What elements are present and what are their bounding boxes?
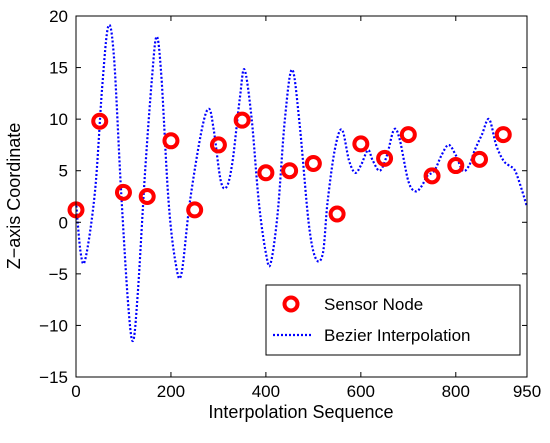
x-tick-label: 0 [71,382,80,401]
legend-box [265,284,521,356]
sensor-node-point [281,162,299,180]
sensor-node-point [447,157,465,175]
plot-frame [75,15,528,378]
y-axis-label: Z−axis Coordinate [4,123,24,270]
sensor-node-point [304,154,322,172]
legend-marker-sensor-node [282,295,300,313]
y-tick-label: 20 [49,7,68,26]
legend: Sensor Node Bezier Interpolation [265,284,521,356]
sensor-node-point [186,201,204,219]
x-tick-label: 200 [157,382,185,401]
sensor-node-point [162,132,180,150]
y-tick-label: 15 [49,59,68,78]
y-tick-label: −5 [49,265,68,284]
y-tick-label: 5 [59,162,68,181]
legend-label-bezier-interpolation: Bezier Interpolation [324,326,470,345]
series-layer [67,23,529,343]
sensor-node-point [257,164,275,182]
x-axis-label: Interpolation Sequence [208,402,393,422]
sensor-node-point [471,150,489,168]
sensor-node-point [209,136,227,154]
sensor-node-point [376,149,394,167]
series-bezier-interpolation-line [74,23,529,343]
sensor-node-point [138,188,156,205]
y-tick-label: −15 [39,368,68,387]
y-tick-label: 10 [49,110,68,129]
sensor-node-point [423,167,441,185]
y-tick-label: 0 [59,213,68,232]
x-tick-label: 800 [442,382,470,401]
x-tick-label: 600 [347,382,375,401]
sensor-node-point [233,111,251,129]
sensor-node-point [114,183,132,201]
legend-label-sensor-node: Sensor Node [324,295,423,314]
x-tick-label: 400 [252,382,280,401]
ticks-layer: 0 200 400 600 800 950 −15 −10 −5 0 5 10 15 20 [39,7,541,401]
x-tick-label: 950 [513,382,541,401]
sensor-node-point [399,126,417,144]
sensor-node-point [352,135,370,153]
sensor-node-point [494,126,512,144]
sensor-node-point [328,205,346,223]
y-tick-label: −10 [39,316,68,335]
sensor-node-point [91,112,109,130]
